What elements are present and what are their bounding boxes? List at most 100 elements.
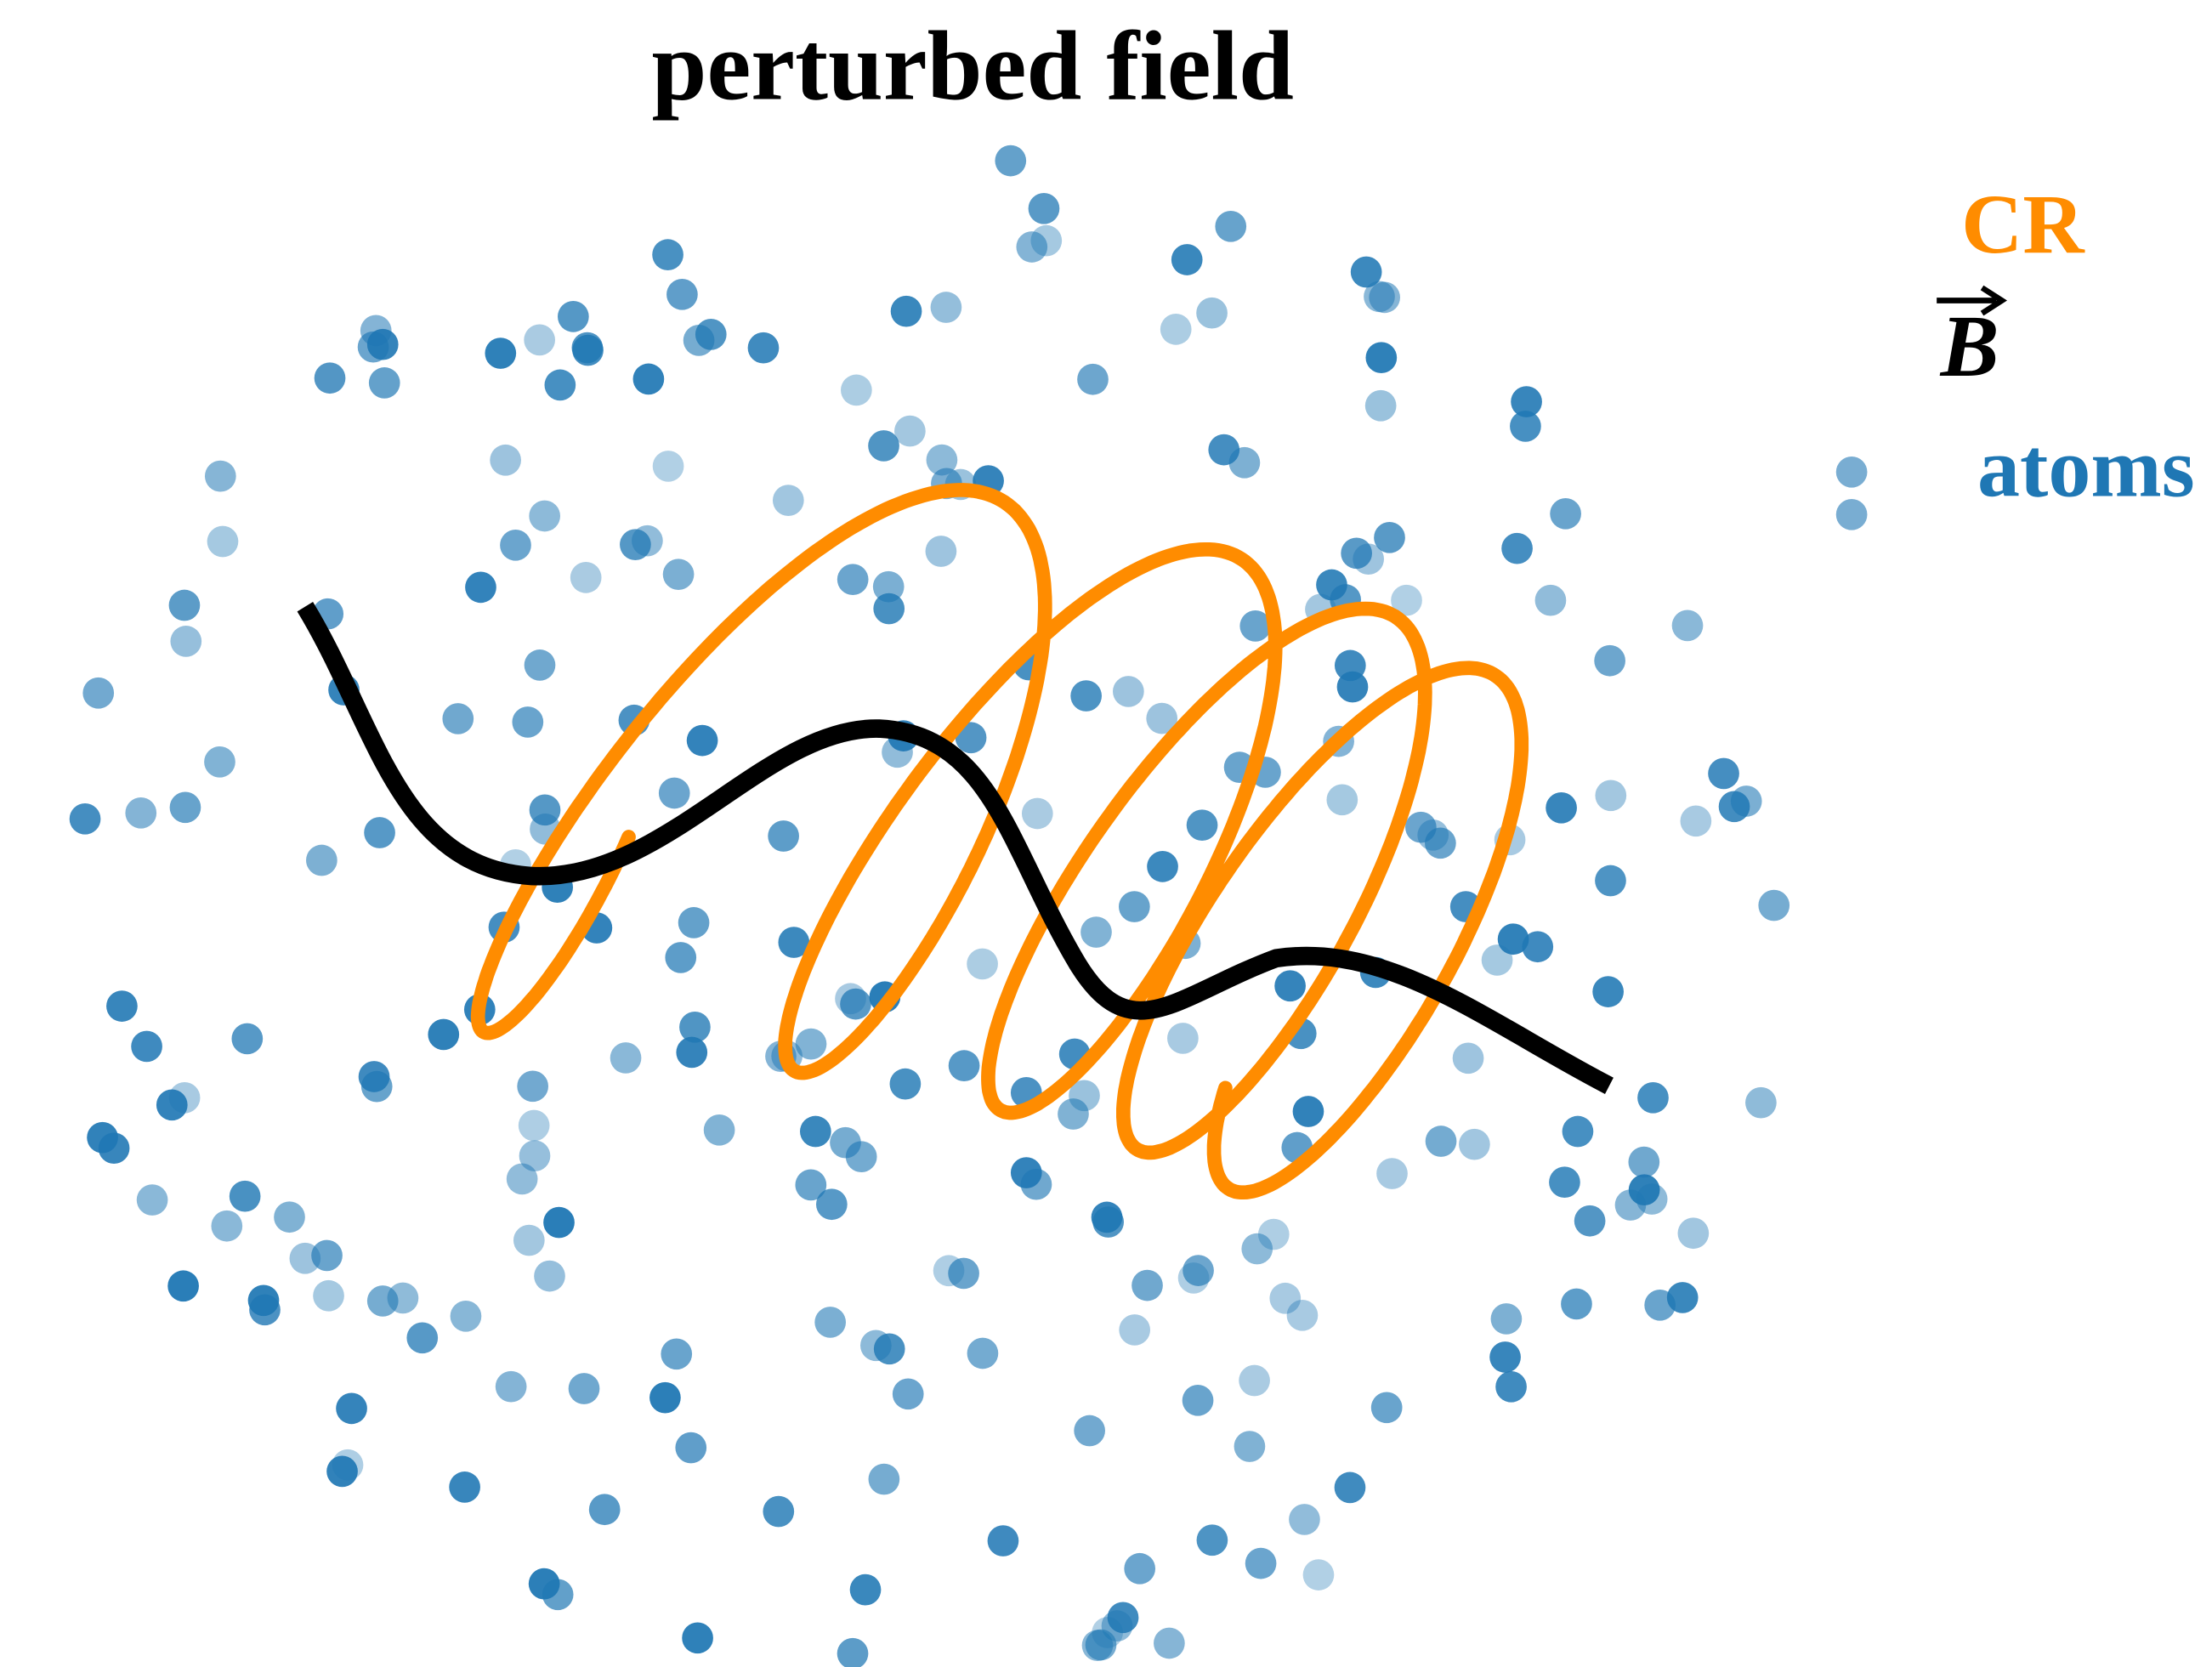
atom-dot bbox=[1417, 819, 1449, 851]
atom-dot bbox=[1080, 916, 1112, 948]
atom-dot bbox=[967, 1338, 999, 1369]
legend-label: atoms bbox=[1977, 421, 2195, 515]
atom-dot bbox=[1453, 1042, 1484, 1074]
atom-dot bbox=[860, 1330, 892, 1361]
atom-dot bbox=[543, 1207, 575, 1239]
atom-dot bbox=[82, 678, 114, 709]
legend-label: CR bbox=[1961, 177, 2085, 271]
atom-dot bbox=[315, 362, 346, 394]
atom-dot bbox=[524, 325, 555, 356]
atom-dot bbox=[1197, 1524, 1228, 1556]
atom-dot bbox=[332, 1449, 364, 1481]
atom-dot bbox=[1124, 1553, 1155, 1585]
atom-dot bbox=[814, 1307, 846, 1338]
atom-dot bbox=[768, 820, 799, 852]
atom-dot bbox=[1459, 1129, 1490, 1160]
atom-dot bbox=[800, 1116, 831, 1148]
atom-dot bbox=[1113, 676, 1144, 707]
atom-dot bbox=[274, 1201, 305, 1233]
atom-dot bbox=[704, 1114, 735, 1146]
page: perturbed field CR B atoms (() => { cons… bbox=[0, 0, 2212, 1667]
atom-dot bbox=[1561, 1289, 1592, 1320]
atom-dot bbox=[360, 315, 392, 347]
atom-dot bbox=[204, 746, 235, 778]
atom-dot bbox=[1269, 1283, 1301, 1314]
atom-dot bbox=[572, 332, 604, 364]
atom-dot bbox=[1549, 1166, 1580, 1198]
atom-dot bbox=[1758, 890, 1789, 921]
atom-dot bbox=[795, 1170, 826, 1201]
atom-dot bbox=[1058, 1098, 1089, 1130]
atom-dot bbox=[1595, 780, 1626, 811]
legend-label: B bbox=[1940, 298, 1999, 395]
atom-dot bbox=[666, 279, 698, 310]
atom-dot bbox=[544, 370, 576, 401]
atom-dot bbox=[1239, 1365, 1270, 1397]
atom-dot bbox=[675, 1432, 706, 1464]
atom-dot bbox=[649, 1382, 681, 1414]
atom-dot bbox=[1208, 434, 1239, 466]
atom-dot bbox=[449, 1471, 480, 1503]
atom-dot bbox=[850, 1574, 882, 1606]
atom-dot bbox=[1351, 257, 1382, 288]
atom-dot bbox=[513, 1225, 545, 1256]
atom-dot bbox=[1681, 805, 1712, 836]
atom-dot bbox=[205, 461, 236, 492]
atom-dot bbox=[1183, 1385, 1214, 1416]
atom-dot bbox=[170, 626, 201, 657]
atom-dot bbox=[1353, 543, 1384, 575]
atom-dot bbox=[1426, 1126, 1457, 1157]
atom-dot bbox=[1326, 784, 1358, 815]
figure: perturbed field CR B atoms bbox=[0, 0, 2212, 1667]
atom-dot bbox=[949, 1050, 980, 1081]
atom-dot bbox=[682, 1622, 713, 1653]
atom-dot bbox=[1029, 193, 1060, 224]
atom-dot bbox=[1215, 211, 1246, 242]
atom-dot bbox=[1365, 342, 1397, 373]
atom-dot bbox=[663, 559, 695, 590]
atom-dot bbox=[1637, 1082, 1669, 1114]
atom-dot bbox=[1092, 1206, 1124, 1238]
atom-dot bbox=[1594, 645, 1625, 677]
atom-dot bbox=[496, 1371, 527, 1403]
atom-dot bbox=[665, 942, 696, 973]
atom-dot bbox=[167, 1270, 199, 1301]
atom-dot bbox=[763, 1496, 794, 1528]
atom-dot bbox=[837, 1638, 869, 1667]
atom-dot bbox=[1628, 1147, 1659, 1178]
atom-dot bbox=[570, 562, 602, 593]
atom-dot bbox=[534, 1261, 565, 1292]
legend-dot bbox=[1836, 456, 1868, 488]
atom-dot bbox=[1595, 865, 1626, 897]
atom-dot bbox=[1196, 298, 1228, 329]
atom-dot bbox=[948, 1258, 979, 1290]
atom-dot bbox=[683, 325, 715, 356]
atom-dot bbox=[465, 572, 496, 604]
atom-dot bbox=[1745, 1087, 1777, 1119]
atom-dot bbox=[661, 1338, 692, 1369]
atom-dot bbox=[359, 1061, 390, 1092]
atom-dot bbox=[311, 1240, 343, 1272]
atom-dot bbox=[610, 1042, 642, 1074]
atom-dot bbox=[846, 1141, 877, 1172]
atom-dot bbox=[1708, 758, 1739, 790]
atom-dot bbox=[840, 989, 871, 1020]
atom-dot bbox=[1489, 1341, 1521, 1373]
atom-dot bbox=[131, 1031, 162, 1063]
atom-dot bbox=[1171, 244, 1203, 275]
atom-dot bbox=[1510, 411, 1541, 442]
atom-dot bbox=[1132, 1270, 1163, 1301]
atom-dot bbox=[1550, 498, 1581, 530]
legend-b: B bbox=[1937, 288, 2002, 395]
atom-dot bbox=[517, 1070, 548, 1102]
atom-dot bbox=[542, 1579, 574, 1610]
atom-dot bbox=[589, 1494, 621, 1525]
atom-dot bbox=[500, 530, 531, 561]
atom-dot bbox=[1592, 976, 1624, 1007]
atom-dot bbox=[1644, 1290, 1676, 1321]
atom-dot bbox=[620, 529, 651, 560]
atom-dot bbox=[926, 536, 957, 567]
atom-dot bbox=[931, 292, 962, 323]
atom-dot bbox=[1119, 891, 1150, 922]
atom-dot bbox=[988, 1525, 1019, 1556]
